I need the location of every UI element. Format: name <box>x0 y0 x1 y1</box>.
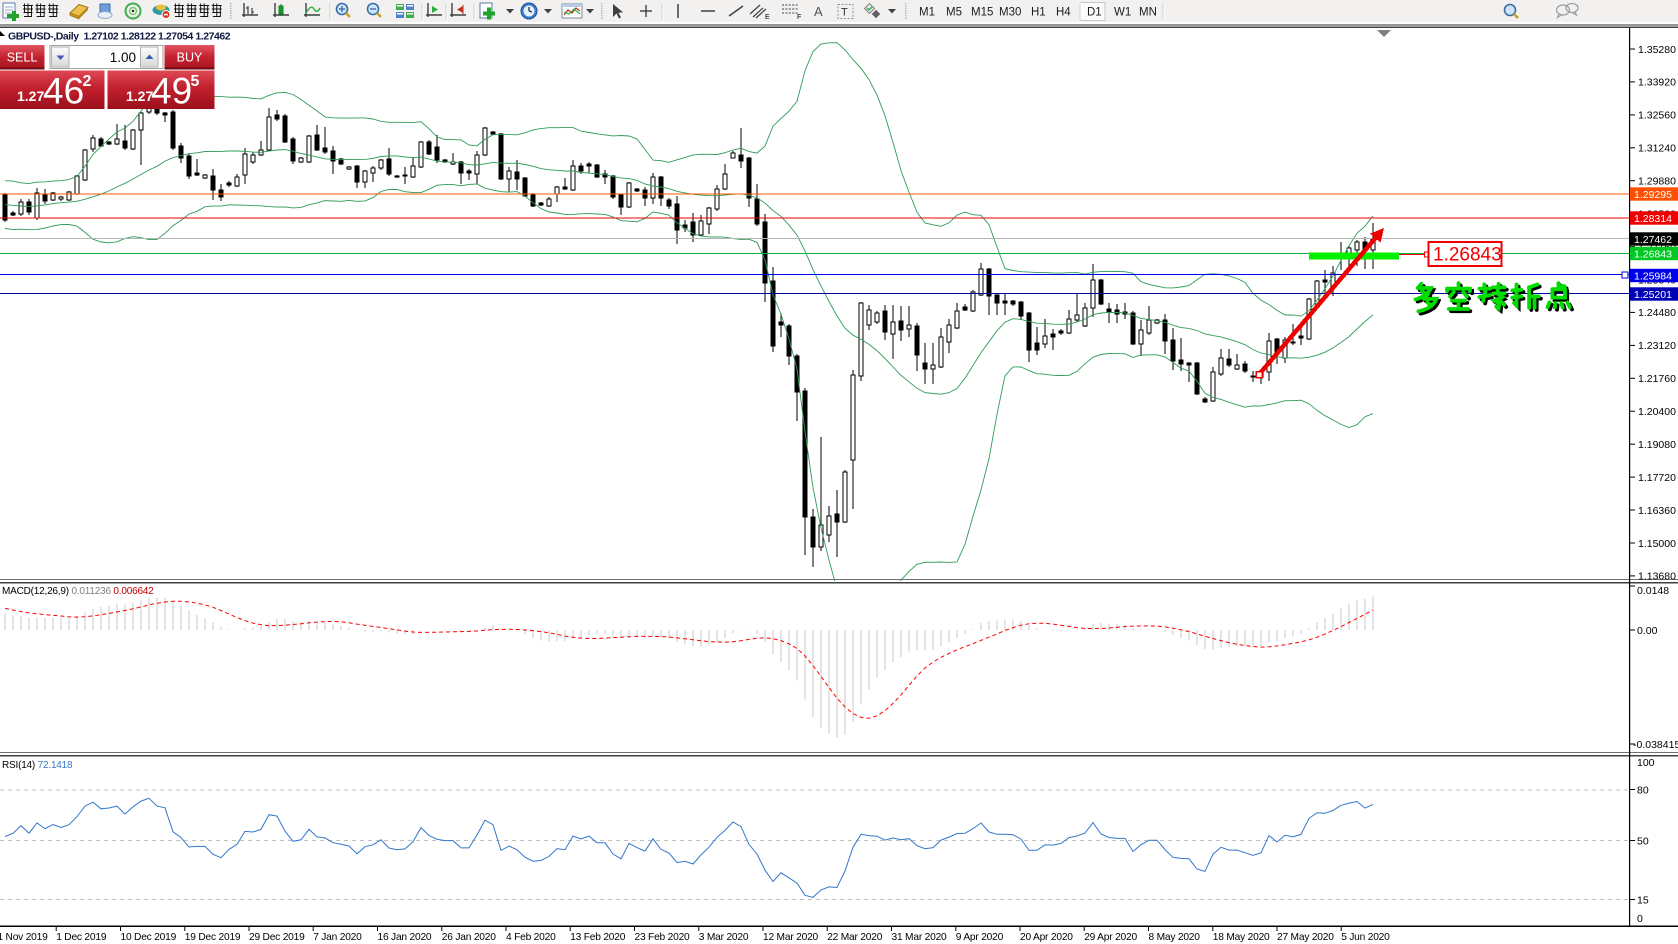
svg-text:E: E <box>765 14 770 21</box>
svg-text:9 Apr 2020: 9 Apr 2020 <box>956 932 1004 943</box>
svg-text:1.29295: 1.29295 <box>1634 189 1672 201</box>
svg-text:F: F <box>797 14 801 21</box>
svg-text:M5: M5 <box>946 7 962 19</box>
svg-text:1.21760: 1.21760 <box>1638 373 1676 385</box>
svg-text:1.00: 1.00 <box>110 50 136 65</box>
svg-text:19 Dec 2019: 19 Dec 2019 <box>185 932 241 943</box>
svg-text:23 Feb 2020: 23 Feb 2020 <box>635 932 691 943</box>
svg-text:27 May 2020: 27 May 2020 <box>1277 932 1334 943</box>
svg-text:-0.038415: -0.038415 <box>1633 739 1678 751</box>
svg-text:49: 49 <box>151 71 192 112</box>
svg-text:4 Feb 2020: 4 Feb 2020 <box>506 932 556 943</box>
svg-text:29 Dec 2019: 29 Dec 2019 <box>249 932 305 943</box>
svg-text:1.31240: 1.31240 <box>1638 143 1676 155</box>
svg-text:5: 5 <box>191 73 200 90</box>
svg-text:20 Apr 2020: 20 Apr 2020 <box>1020 932 1073 943</box>
svg-text:1.35280: 1.35280 <box>1638 44 1676 56</box>
svg-text:46: 46 <box>43 71 84 112</box>
svg-text:1.19080: 1.19080 <box>1638 439 1676 451</box>
svg-text:12 Mar 2020: 12 Mar 2020 <box>763 932 819 943</box>
svg-text:1.20400: 1.20400 <box>1638 406 1676 418</box>
svg-text:MN: MN <box>1139 7 1157 19</box>
svg-text:MACD(12,26,9) 0.011236 0.00664: MACD(12,26,9) 0.011236 0.006642 <box>2 586 154 597</box>
svg-text:8 May 2020: 8 May 2020 <box>1149 932 1201 943</box>
svg-text:0.00: 0.00 <box>1637 625 1658 637</box>
svg-text:3 Mar 2020: 3 Mar 2020 <box>699 932 749 943</box>
svg-text:31 Mar 2020: 31 Mar 2020 <box>892 932 948 943</box>
svg-text:1.27462: 1.27462 <box>1634 234 1672 246</box>
svg-text:M15: M15 <box>971 7 993 19</box>
svg-text:16 Jan 2020: 16 Jan 2020 <box>378 932 432 943</box>
svg-text:7 Jan 2020: 7 Jan 2020 <box>313 932 362 943</box>
svg-text:13 Feb 2020: 13 Feb 2020 <box>570 932 626 943</box>
svg-text:W1: W1 <box>1114 7 1131 19</box>
svg-text:1.25201: 1.25201 <box>1634 289 1672 301</box>
svg-text:1.26843: 1.26843 <box>1433 245 1502 266</box>
svg-text:22 Mar 2020: 22 Mar 2020 <box>827 932 883 943</box>
svg-text:RSI(14) 72.1418: RSI(14) 72.1418 <box>2 760 73 771</box>
svg-text:1.33920: 1.33920 <box>1638 77 1676 89</box>
svg-text:1.15000: 1.15000 <box>1638 538 1676 550</box>
svg-text:80: 80 <box>1637 785 1649 797</box>
svg-text:D1: D1 <box>1087 7 1102 19</box>
svg-text:1.13680: 1.13680 <box>1638 571 1676 583</box>
svg-text:0.0148: 0.0148 <box>1637 585 1669 597</box>
svg-text:A: A <box>814 4 823 19</box>
svg-text:H1: H1 <box>1031 7 1046 19</box>
svg-text:1.25984: 1.25984 <box>1634 270 1672 282</box>
svg-text:100: 100 <box>1637 757 1655 769</box>
svg-text:1.32560: 1.32560 <box>1638 110 1676 122</box>
svg-text:SELL: SELL <box>7 51 38 65</box>
svg-text:26 Jan 2020: 26 Jan 2020 <box>442 932 496 943</box>
svg-text:1.26843: 1.26843 <box>1634 248 1672 260</box>
svg-text:1.28314: 1.28314 <box>1634 213 1672 225</box>
svg-text:M1: M1 <box>919 7 935 19</box>
svg-text:18 May 2020: 18 May 2020 <box>1213 932 1270 943</box>
svg-text:T: T <box>841 7 848 19</box>
svg-text:1.23120: 1.23120 <box>1638 340 1676 352</box>
svg-text:BUY: BUY <box>177 51 203 65</box>
svg-text:21 Nov 2019: 21 Nov 2019 <box>0 932 48 943</box>
svg-text:5 Jun 2020: 5 Jun 2020 <box>1341 932 1390 943</box>
svg-text:M30: M30 <box>999 7 1021 19</box>
svg-text:1.27: 1.27 <box>126 88 153 104</box>
svg-text:0: 0 <box>1637 913 1643 925</box>
svg-text:2: 2 <box>83 73 92 90</box>
svg-text:1.16360: 1.16360 <box>1638 505 1676 517</box>
svg-text:1.29880: 1.29880 <box>1638 176 1676 188</box>
svg-text:50: 50 <box>1637 836 1649 848</box>
svg-text:1 Dec 2019: 1 Dec 2019 <box>56 932 107 943</box>
svg-text:29 Apr 2020: 29 Apr 2020 <box>1084 932 1137 943</box>
svg-text:1.17720: 1.17720 <box>1638 472 1676 484</box>
svg-text:GBPUSD-,Daily 1.27102 1.28122: GBPUSD-,Daily 1.27102 1.28122 1.27054 1.… <box>8 31 231 43</box>
svg-text:10 Dec 2019: 10 Dec 2019 <box>121 932 177 943</box>
svg-text:1.24480: 1.24480 <box>1638 307 1676 319</box>
svg-text:15: 15 <box>1637 895 1649 907</box>
svg-text:1.27: 1.27 <box>17 88 44 104</box>
svg-text:H4: H4 <box>1056 7 1071 19</box>
